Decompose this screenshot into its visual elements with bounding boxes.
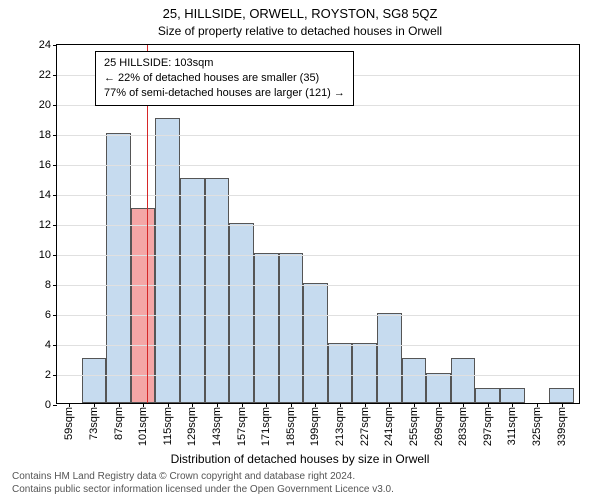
grid-line [57,315,579,316]
grid-line [57,225,579,226]
x-tick-label: 115sqm [162,407,174,445]
x-tick-label: 283sqm [457,407,469,446]
bar [82,358,107,403]
y-tick-label: 6 [45,309,57,321]
grid-line [57,135,579,136]
legend-line-3: 77% of semi-detached houses are larger (… [104,86,345,101]
bar [254,253,279,403]
attribution-line-1: Contains HM Land Registry data © Crown c… [12,470,394,483]
x-tick-label: 143sqm [211,407,223,446]
x-tick-label: 199sqm [309,407,321,446]
grid-line [57,285,579,286]
legend-line-2: ← 22% of detached houses are smaller (35… [104,71,345,86]
chart-subtitle: Size of property relative to detached ho… [0,24,600,38]
y-tick-label: 8 [45,279,57,291]
legend-box: 25 HILLSIDE: 103sqm ← 22% of detached ho… [95,51,354,106]
bar [328,343,353,403]
x-tick-label: 101sqm [137,407,149,446]
bar [279,253,304,403]
x-tick-label: 59sqm [63,407,75,440]
bar [155,118,180,403]
bar [352,343,377,403]
y-tick-label: 0 [45,399,57,411]
x-tick-label: 241sqm [383,407,395,446]
bar [106,133,131,403]
y-tick-label: 24 [39,39,57,51]
bar [426,373,451,403]
x-tick-label: 311sqm [506,407,518,445]
y-tick-label: 12 [39,219,57,231]
grid-line [57,375,579,376]
attribution-text: Contains HM Land Registry data © Crown c… [12,470,394,496]
grid-line [57,345,579,346]
x-tick-label: 157sqm [236,407,248,446]
plot-area: 02468101214161820222459sqm73sqm87sqm101s… [56,44,580,404]
bar [451,358,476,403]
y-tick-label: 20 [39,99,57,111]
grid-line [57,195,579,196]
attribution-line-2: Contains public sector information licen… [12,483,394,496]
y-tick-label: 14 [39,189,57,201]
x-tick-label: 297sqm [482,407,494,446]
x-tick-label: 213sqm [334,407,346,446]
x-tick-label: 269sqm [433,407,445,446]
bar [229,223,254,403]
x-tick-label: 87sqm [113,407,125,440]
y-tick-label: 2 [45,369,57,381]
legend-line-1: 25 HILLSIDE: 103sqm [104,56,345,71]
y-tick-label: 18 [39,129,57,141]
x-tick-label: 129sqm [186,407,198,446]
bar [303,283,328,403]
page-title: 25, HILLSIDE, ORWELL, ROYSTON, SG8 5QZ [0,6,600,21]
bar [180,178,205,403]
y-tick-label: 16 [39,159,57,171]
bar [549,388,574,403]
bar [205,178,230,403]
x-tick-label: 339sqm [556,407,568,446]
x-tick-label: 325sqm [531,407,543,446]
bar [475,388,500,403]
x-tick-label: 73sqm [88,407,100,440]
bar [402,358,427,403]
y-tick-label: 22 [39,69,57,81]
bar-highlight [131,208,156,403]
x-axis-label: Distribution of detached houses by size … [0,452,600,466]
grid-line [57,255,579,256]
x-tick-label: 185sqm [285,407,297,446]
y-tick-label: 4 [45,339,57,351]
y-tick-label: 10 [39,249,57,261]
x-tick-label: 171sqm [260,407,272,446]
bar [500,388,525,403]
bar [377,313,402,403]
grid-line [57,165,579,166]
x-tick-label: 255sqm [408,407,420,446]
x-tick-label: 227sqm [359,407,371,446]
chart-container: 25, HILLSIDE, ORWELL, ROYSTON, SG8 5QZ S… [0,0,600,500]
